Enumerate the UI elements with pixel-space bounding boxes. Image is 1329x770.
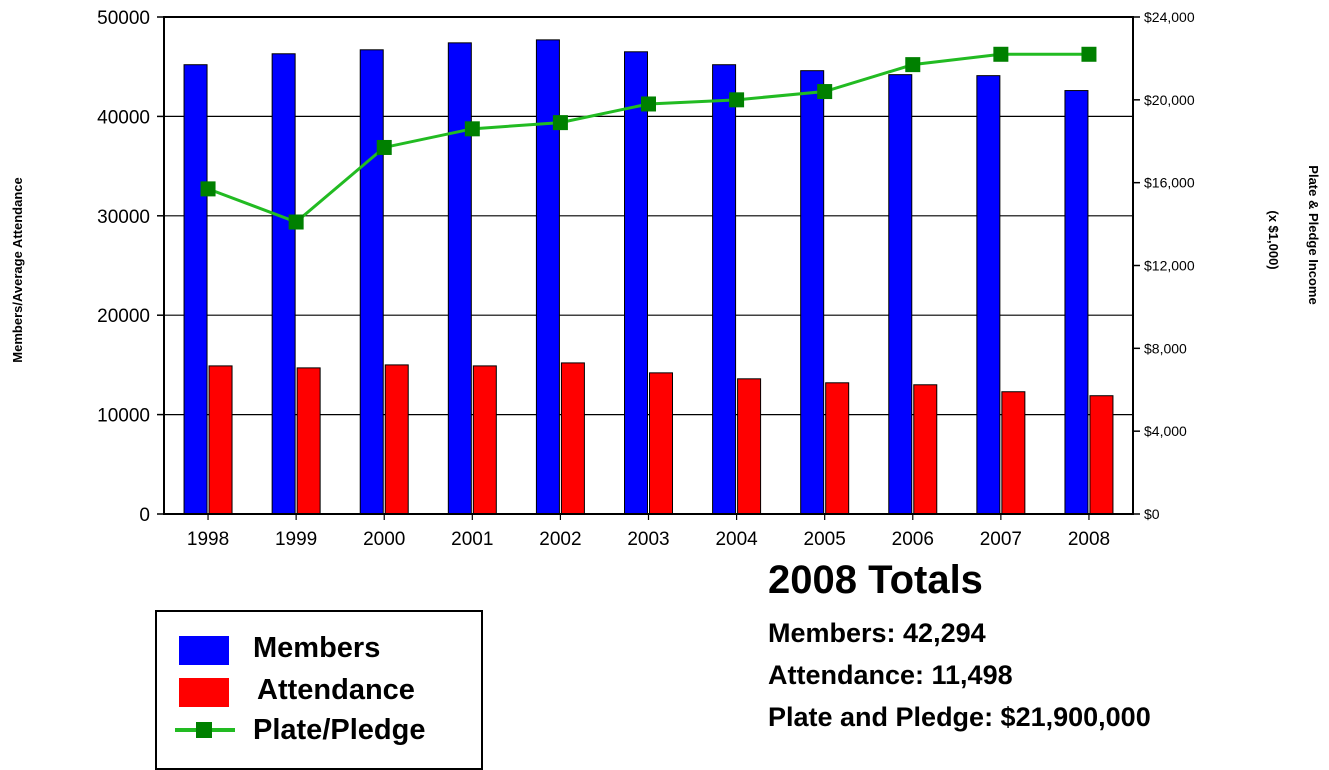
legend-label-plate-pledge: Plate/Pledge — [253, 714, 426, 746]
totals-panel: 2008 Totals Members: 42,294 Attendance: … — [768, 556, 1151, 738]
totals-title: 2008 Totals — [768, 558, 983, 602]
x-tick-label: 2006 — [892, 529, 934, 550]
left-tick-label: 10000 — [97, 406, 150, 427]
attendance-bar — [913, 384, 938, 515]
plate-pledge-polyline — [207, 52, 1089, 224]
left-tick-label: 40000 — [97, 107, 150, 128]
x-tick-label: 2008 — [1068, 529, 1110, 550]
x-tick-label: 2005 — [804, 529, 846, 550]
members-bar — [888, 74, 913, 515]
plate-pledge-marker — [993, 46, 1009, 62]
right-axis-unit: (x $1,000) — [1266, 210, 1281, 269]
x-tick-label: 1999 — [275, 529, 317, 550]
x-tick-label: 2003 — [627, 529, 669, 550]
attendance-bar — [384, 364, 409, 515]
members-bar — [712, 64, 737, 515]
totals-attendance: Attendance: 11,498 — [768, 660, 1013, 690]
left-tick-label: 50000 — [97, 8, 150, 29]
x-tick-label: 2002 — [539, 529, 581, 550]
plate-pledge-marker — [729, 92, 745, 108]
legend-label-members: Members — [253, 632, 381, 664]
left-axis-label: Members/Average Attendance — [10, 177, 25, 362]
attendance-bar — [649, 372, 673, 515]
attendance-bar — [296, 367, 321, 515]
x-tick-label: 2004 — [715, 529, 758, 550]
attendance-bar — [1089, 395, 1114, 515]
axis-labels: Members/Average Attendance Plate & Pledg… — [10, 165, 1321, 362]
x-tick-label: 2007 — [980, 529, 1022, 550]
attendance-bar — [208, 365, 233, 515]
x-tick-label: 2000 — [363, 529, 405, 550]
plate-pledge-marker — [905, 57, 921, 73]
plate-pledge-marker — [1081, 46, 1097, 62]
legend-item-members: Members — [157, 632, 481, 672]
attendance-bar — [1001, 391, 1026, 515]
attendance-bar — [825, 382, 850, 515]
members-bar — [359, 49, 384, 515]
chart: 0 10000 20000 30000 40000 50000 $0 $4,000 $8,000… — [10, 8, 1321, 550]
right-axis-label: Plate & Pledge Income — [1306, 165, 1321, 304]
legend-label-attendance: Attendance — [257, 674, 415, 706]
legend-item-plate-pledge: Plate/Pledge — [157, 710, 481, 750]
left-tick-label: 0 — [139, 505, 150, 526]
right-tick-label: $24,000 — [1144, 9, 1195, 25]
bars — [183, 39, 1114, 515]
plate-pledge-swatch — [175, 722, 235, 738]
right-tick-label: $0 — [1144, 506, 1160, 522]
plate-pledge-marker — [200, 181, 216, 197]
attendance-swatch — [179, 678, 229, 707]
plate-pledge-marker — [641, 96, 656, 112]
gridlines — [164, 115, 1133, 416]
members-bar — [624, 51, 648, 515]
members-bar — [976, 75, 1001, 515]
members-bar — [535, 39, 560, 515]
attendance-bar — [472, 365, 497, 515]
totals-members: Members: 42,294 — [768, 618, 986, 648]
x-tick-label: 1998 — [187, 529, 229, 550]
x-tick-label: 2001 — [451, 529, 493, 550]
right-tick-label: $20,000 — [1144, 92, 1195, 108]
members-bar — [271, 53, 296, 515]
members-swatch — [179, 636, 229, 665]
attendance-bar — [737, 378, 762, 515]
members-bar — [800, 70, 825, 515]
right-tick-label: $8,000 — [1144, 340, 1187, 356]
members-bar — [1064, 90, 1089, 515]
right-tick-label: $12,000 — [1144, 258, 1195, 274]
right-tick-label: $16,000 — [1144, 175, 1195, 191]
plate-pledge-marker — [817, 84, 833, 100]
plate-pledge-marker — [464, 121, 480, 137]
left-tick-label: 30000 — [97, 207, 150, 228]
members-bar — [183, 64, 208, 515]
plate-pledge-marker — [288, 214, 304, 230]
legend-item-attendance: Attendance — [157, 674, 481, 714]
left-tick-label: 20000 — [97, 306, 150, 327]
legend: Members Attendance Plate/Pledge — [155, 610, 483, 770]
plate-pledge-line — [200, 46, 1097, 230]
plate-pledge-marker — [376, 139, 392, 155]
plate-pledge-marker — [552, 115, 568, 131]
members-bar — [447, 42, 472, 515]
attendance-bar — [560, 362, 585, 515]
totals-plate-pledge: Plate and Pledge: $21,900,000 — [768, 702, 1151, 732]
right-tick-label: $4,000 — [1144, 423, 1187, 439]
axis-ticks: 0 10000 20000 30000 40000 50000 $0 $4,000 $8,000… — [97, 8, 1195, 550]
